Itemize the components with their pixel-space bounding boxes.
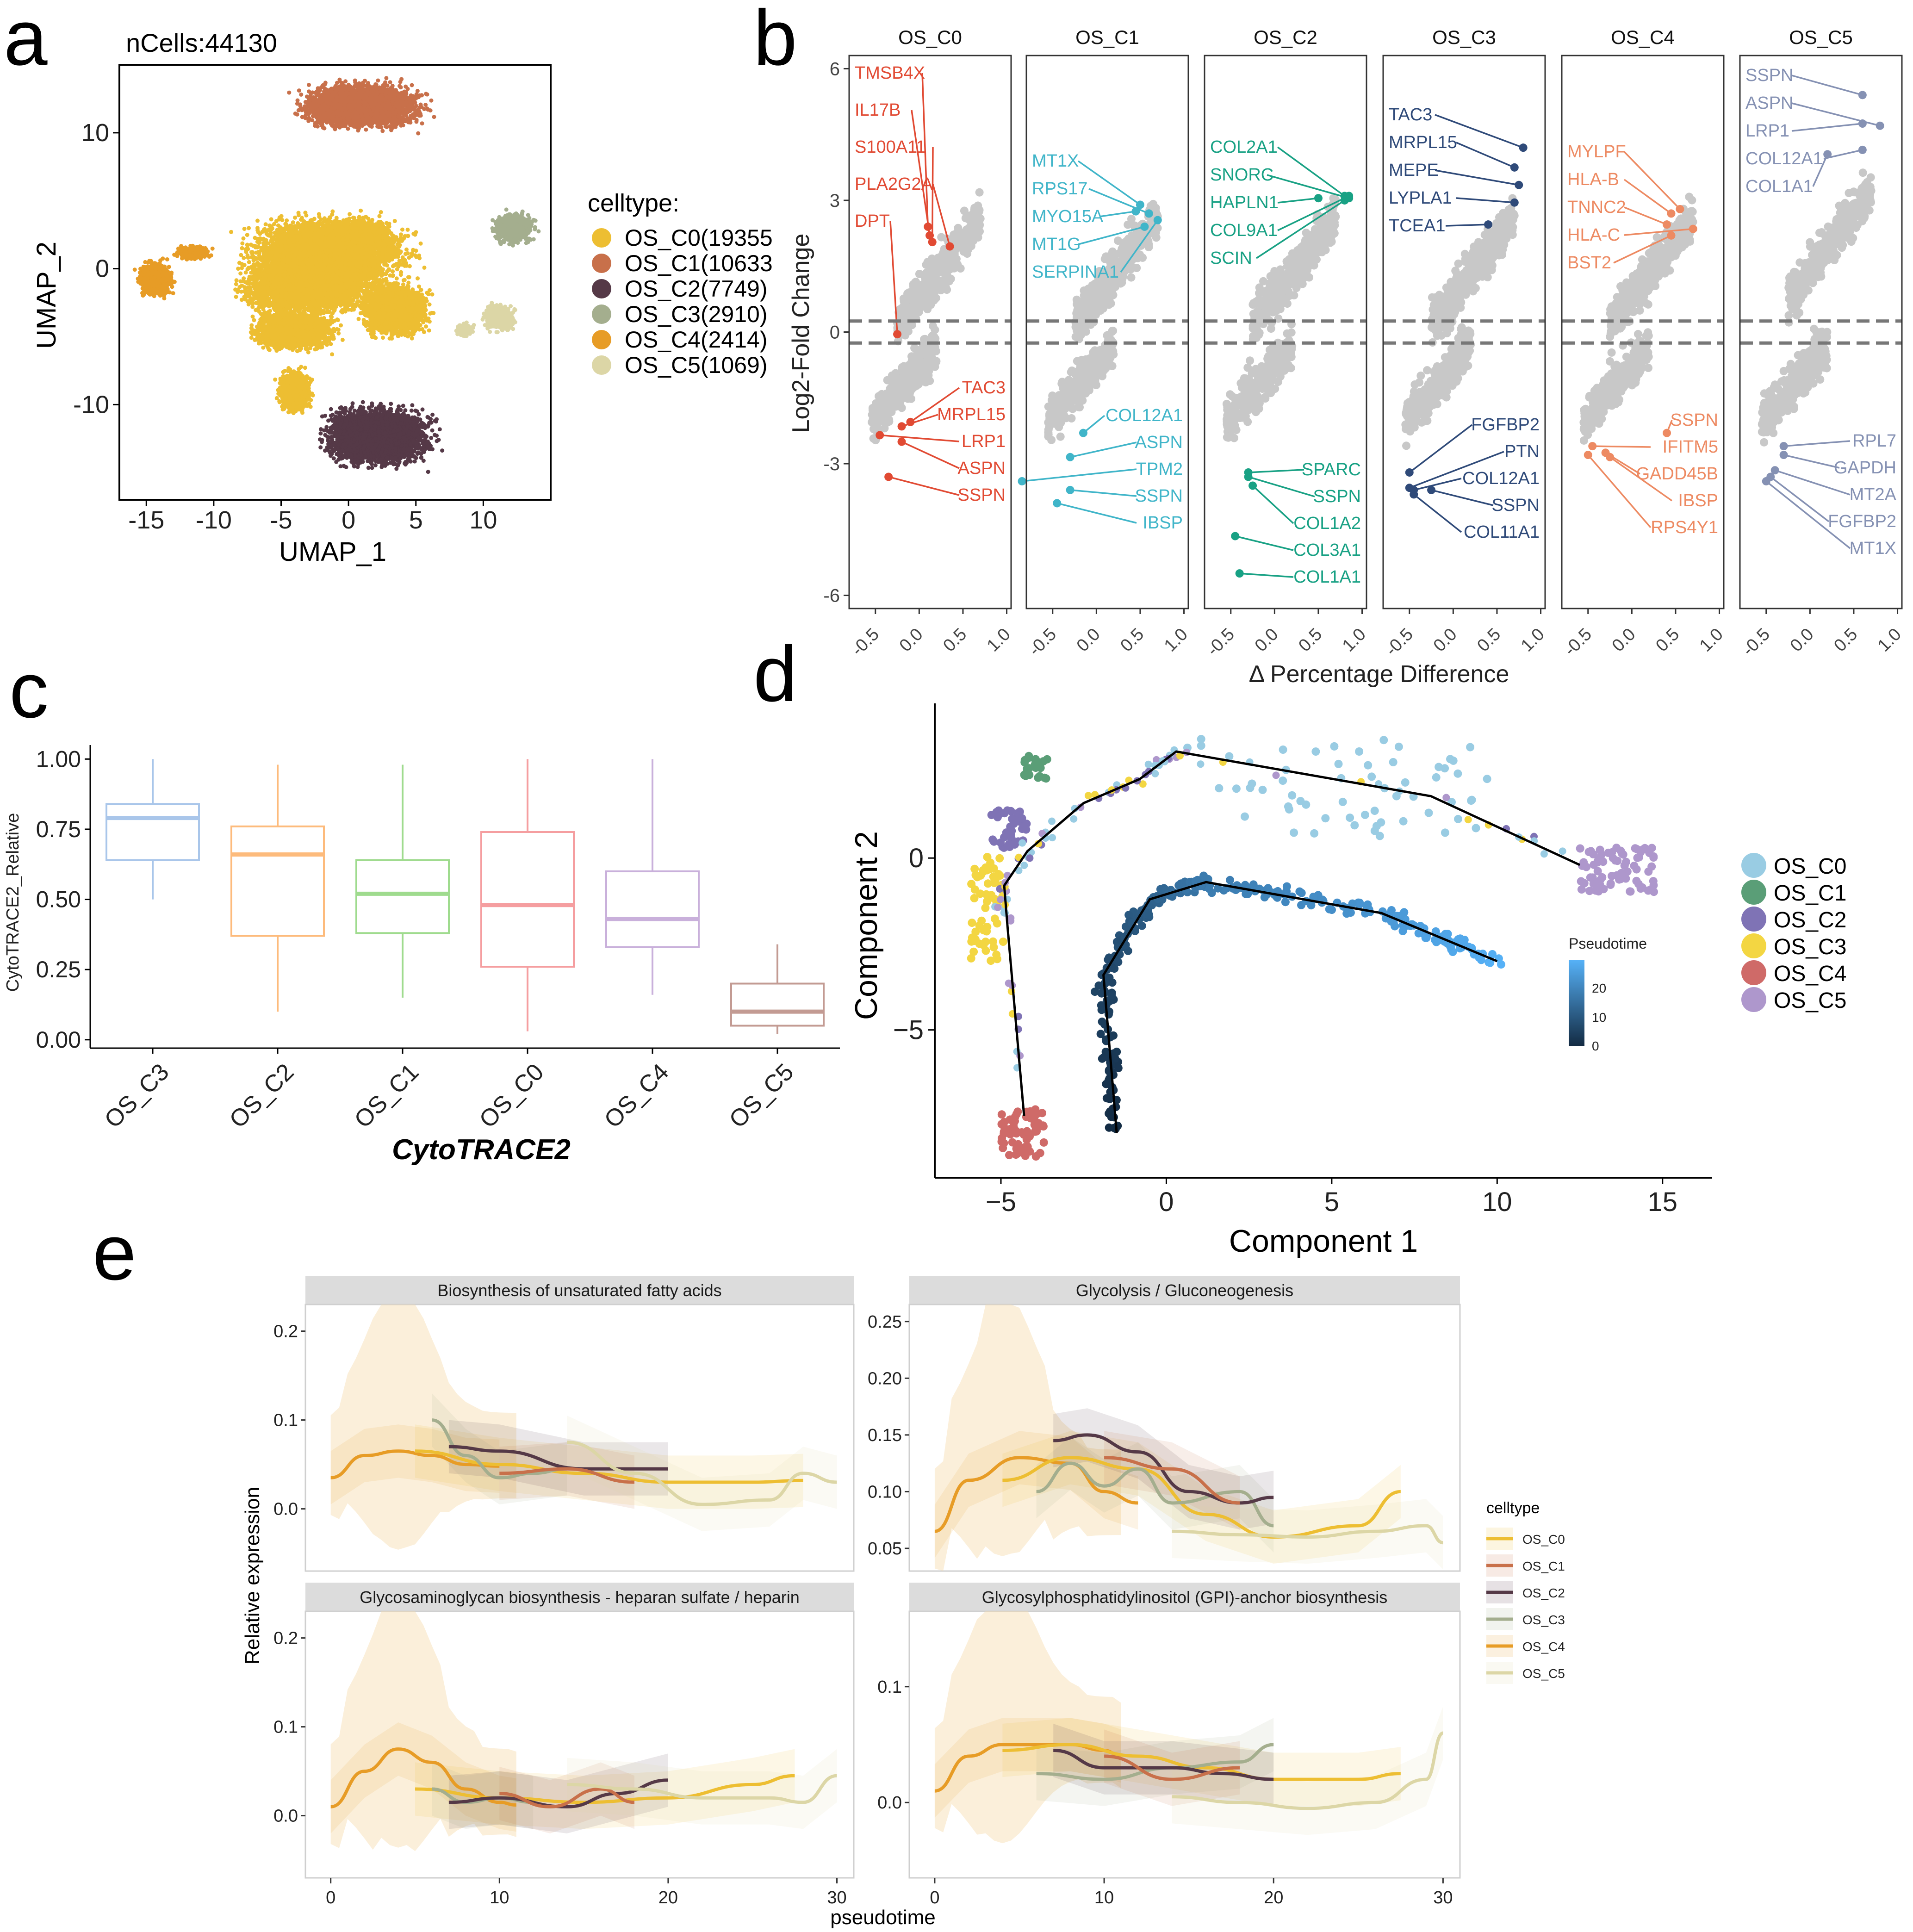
umap-point-OS_C0 (264, 222, 268, 226)
umap-title: nCells:44130 (126, 28, 277, 57)
panel-label-e: e (93, 1209, 137, 1297)
umap-point-OS_C0 (406, 228, 410, 232)
panel-label-d: d (753, 630, 797, 718)
panel-label-a: a (4, 0, 48, 82)
umap-points (133, 76, 541, 474)
umap-point-OS_C0 (247, 226, 251, 230)
umap-point-OS_C0 (395, 276, 399, 280)
figure: a b c d e nCells:44130-15 -10 -5 0 5 10100-10UMAP… (0, 0, 1913, 1932)
umap-point-OS_C0 (245, 242, 249, 247)
panel-label-c: c (9, 646, 49, 734)
panel-a-umap: nCells:44130-15 -10 -5 0 5 10100-10UMAP_1UMAP… (31, 28, 773, 567)
umap-point-OS_C0 (242, 236, 246, 241)
panel-label-b: b (753, 0, 797, 82)
